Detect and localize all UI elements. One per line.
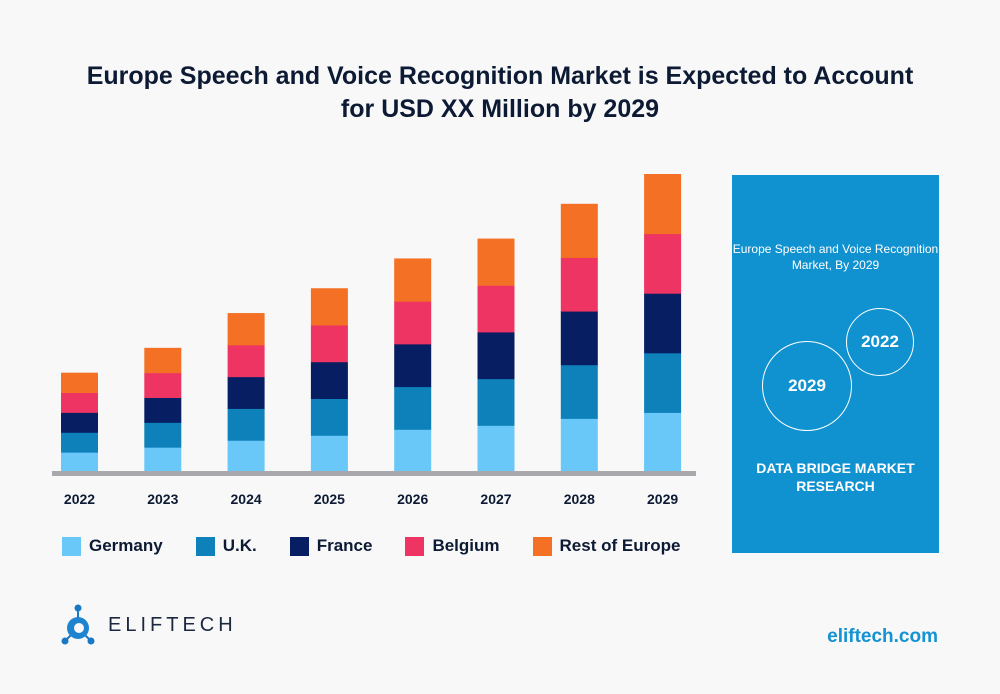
x-tick-label: 2028 [564, 491, 595, 507]
bar-segment-2028-germany [560, 418, 598, 473]
bar-segment-2029-germany [644, 412, 682, 473]
x-tick-label: 2025 [314, 491, 345, 507]
x-tick-label: 2022 [64, 491, 95, 507]
bar-segment-2026-belgium [394, 301, 432, 345]
legend-item: Germany [62, 536, 163, 556]
circle-2022: 2022 [846, 308, 914, 376]
title-line-2: for USD XX Million by 2029 [340, 95, 660, 123]
bar-segment-2026-france [394, 343, 432, 388]
x-tick-label: 2029 [647, 491, 678, 507]
bar-segment-2028-rest-of-europe [560, 203, 598, 258]
bar-segment-2028-u-k- [560, 364, 598, 419]
x-tick-label: 2024 [231, 491, 262, 507]
bar-segment-2025-rest-of-europe [310, 288, 348, 326]
legend-swatch [532, 536, 552, 556]
bar-segment-2027-germany [477, 425, 515, 473]
bar-segment-2029-u-k- [644, 352, 682, 413]
bar-segment-2022-rest-of-europe [61, 372, 98, 394]
legend-item: France [289, 536, 373, 556]
x-tick-label: 2023 [147, 491, 178, 507]
legend-swatch [405, 536, 425, 556]
brand-name: ELIFTECH [108, 613, 237, 636]
bar-segment-2028-france [560, 311, 598, 366]
title-line-1: Europe Speech and Voice Recognition Mark… [86, 62, 914, 90]
legend-label: France [316, 536, 373, 555]
bar-segment-2023-germany [144, 447, 182, 473]
legend: Germany U.K. France Belgium Rest of Europe [62, 536, 713, 556]
bar-segment-2024-rest-of-europe [227, 313, 265, 346]
bar-segment-2022-u-k- [61, 432, 98, 453]
bar-segment-2025-france [310, 361, 348, 399]
bar-segment-2027-rest-of-europe [477, 238, 515, 286]
website-link[interactable]: eliftech.com [827, 626, 938, 647]
legend-item: Rest of Europe [532, 536, 681, 556]
legend-swatch [289, 536, 309, 556]
bar-segment-2029-rest-of-europe [644, 174, 682, 235]
legend-label: Belgium [432, 536, 500, 555]
legend-label: U.K. [222, 536, 257, 555]
legend-label: Germany [89, 536, 163, 555]
bar-segment-2022-france [61, 412, 98, 433]
bar-segment-2027-belgium [477, 285, 515, 333]
bar-segment-2022-belgium [61, 392, 98, 413]
eliftech-logo: ELIFTECH [60, 604, 237, 646]
bar-segment-2029-belgium [644, 233, 682, 294]
bar-segment-2025-belgium [310, 324, 348, 363]
bar-segment-2023-rest-of-europe [144, 347, 182, 374]
bar-segment-2026-u-k- [394, 386, 432, 430]
legend-item: Belgium [405, 536, 500, 556]
bar-segment-2025-germany [310, 435, 348, 473]
legend-swatch [195, 536, 215, 556]
bar-segment-2023-france [144, 397, 182, 423]
bar-segment-2023-u-k- [144, 422, 182, 448]
bar-segment-2026-rest-of-europe [394, 258, 432, 302]
bar-segment-2025-u-k- [310, 398, 348, 436]
bar-segment-2026-germany [394, 429, 432, 473]
bar-segment-2029-france [644, 293, 682, 354]
bar-segment-2024-france [227, 376, 265, 409]
chart-title: Europe Speech and Voice Recognition Mark… [0, 60, 1000, 126]
bar-segment-2028-belgium [560, 257, 598, 312]
bar-segment-2024-germany [227, 440, 265, 473]
legend-swatch [62, 536, 81, 556]
bar-segment-2022-germany [61, 452, 98, 473]
panel-footer: DATA BRIDGE MARKET RESEARCH [756, 460, 915, 494]
x-tick-label: 2026 [397, 491, 428, 507]
bar-segment-2027-u-k- [477, 378, 515, 426]
eliftech-logo-icon [61, 604, 95, 645]
stacked-bar-chart: 2022 2023 2024 2025 2026 2027 2028 2029 [52, 174, 696, 507]
circle-2029: 2029 [762, 341, 852, 431]
x-tick-label: 2027 [480, 491, 511, 507]
bar-segment-2024-belgium [227, 344, 265, 378]
panel-title: Europe Speech and Voice Recognition Mark… [732, 242, 939, 272]
legend-label: Rest of Europe [559, 536, 681, 555]
bar-segment-2027-france [477, 331, 515, 380]
x-axis-line [52, 471, 696, 476]
bar-segment-2024-u-k- [227, 408, 265, 441]
bar-segment-2023-belgium [144, 372, 182, 398]
legend-item: U.K. [195, 536, 257, 556]
info-panel: Europe Speech and Voice Recognition Mark… [732, 175, 939, 553]
